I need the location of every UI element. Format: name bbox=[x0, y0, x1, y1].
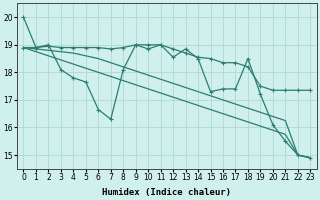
X-axis label: Humidex (Indice chaleur): Humidex (Indice chaleur) bbox=[102, 188, 231, 197]
